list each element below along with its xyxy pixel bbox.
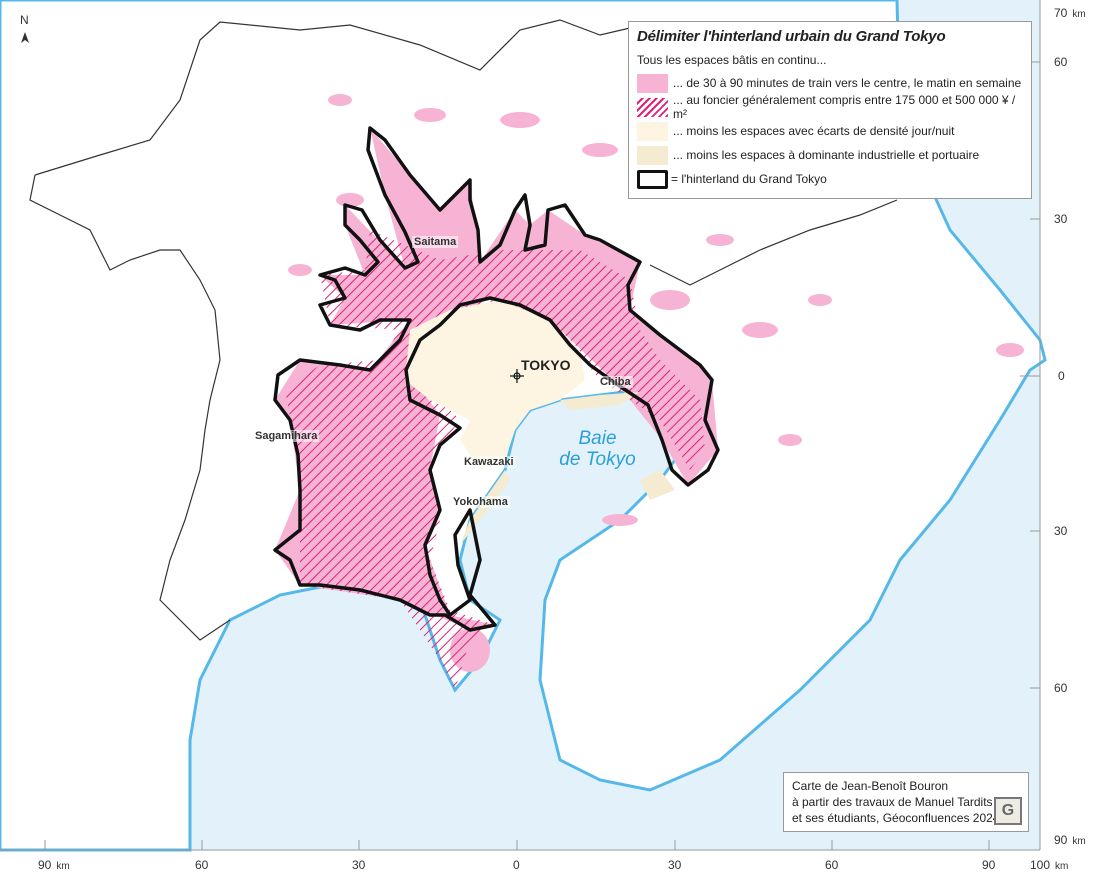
legend-item-train-time: ... de 30 à 90 minutes de train vers le … [637,71,1023,95]
place-label-saitama: Saitama [412,236,459,248]
bottom-tick: 90 km [38,858,70,872]
bottom-tick: 0 [513,858,520,872]
legend: Délimiter l'hinterland urbain du Grand T… [628,21,1032,199]
pink-fill-swatch [637,73,668,93]
place-label-yokohama: Yokohama [451,496,510,508]
hinterland-outline [273,126,720,632]
right-tick: 90 km [1054,833,1086,847]
legend-label: ... de 30 à 90 minutes de train vers le … [673,76,1022,90]
place-label-sagamihara: Sagamihara [253,430,320,442]
credits: Carte de Jean-Benoît Bouron à partir des… [783,772,1029,832]
bottom-tick: 100 km [1030,858,1069,872]
bay-label-line1: Baie [578,428,617,449]
bottom-tick: 60 [825,858,839,872]
legend-item-land-value: ... au foncier généralement compris entr… [637,93,1023,121]
region-boundary [29,19,898,641]
legend-title: Délimiter l'hinterland urbain du Grand T… [637,28,946,45]
place-label-chiba: Chiba [598,376,633,388]
place-label-kawazaki: Kawazaki [462,456,516,468]
legend-intro: Tous les espaces bâtis en continu... [637,53,827,67]
cream-core-area [405,300,585,470]
north-arrow-icon [21,32,29,43]
right-tick: 60 [1054,681,1068,695]
legend-label: ... au foncier généralement compris entr… [673,93,1016,121]
right-tick: 0 [1058,369,1065,383]
pink-hatch-swatch [637,97,668,117]
legend-item-hinterland: = l'hinterland du Grand Tokyo [637,167,1023,191]
scale-ticks [0,0,1041,851]
credits-line3: et ses étudiants, Géoconfluences 2024 [792,811,1000,825]
tokyo-center-marker [510,369,524,383]
outline-swatch [637,169,668,189]
geoconfluences-logo: G [994,797,1022,825]
legend-label: = l'hinterland du Grand Tokyo [671,172,827,186]
right-tick: 70 km [1054,6,1086,20]
cream-fill-swatch [637,121,668,141]
legend-item-industrial: ... moins les espaces à dominante indust… [637,143,1023,167]
beige-fill-swatch [637,145,668,165]
bottom-tick: 60 [195,858,209,872]
legend-label: ... moins les espaces à dominante indust… [673,148,980,162]
legend-item-density: ... moins les espaces avec écarts de den… [637,119,1023,143]
hatched-land-value-area [285,230,705,690]
place-label-tokyo: TOKYO [521,357,571,373]
right-tick: 60 [1054,55,1068,69]
right-tick: 30 [1054,212,1068,226]
bottom-tick: 30 [668,858,682,872]
right-tick: 30 [1054,524,1068,538]
bottom-tick: 90 [982,858,996,872]
bottom-tick: 30 [352,858,366,872]
legend-label: ... moins les espaces avec écarts de den… [673,124,955,138]
bay-label-line2: de Tokyo [559,449,636,470]
bay-label: Baie de Tokyo [550,428,645,470]
credits-line2: à partir des travaux de Manuel Tardits [792,795,993,809]
north-label: N [20,13,29,27]
credits-line1: Carte de Jean-Benoît Bouron [792,779,949,793]
